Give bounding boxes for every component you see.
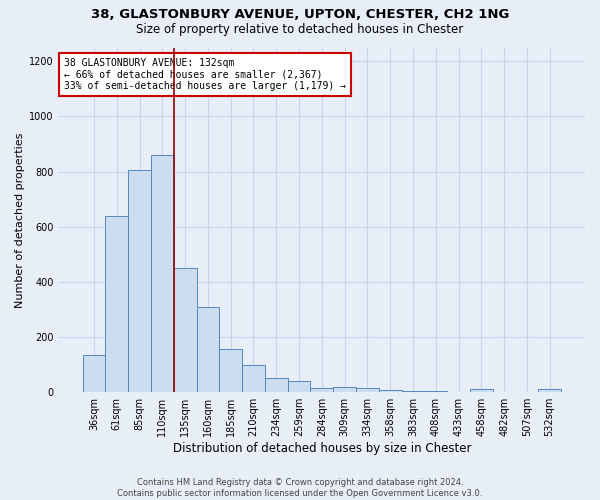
Bar (538, 390, 561, 392)
Text: 38, GLASTONBURY AVENUE, UPTON, CHESTER, CH2 1NG: 38, GLASTONBURY AVENUE, UPTON, CHESTER, … (91, 8, 509, 20)
Text: 38 GLASTONBURY AVENUE: 132sqm
← 66% of detached houses are smaller (2,367)
33% o: 38 GLASTONBURY AVENUE: 132sqm ← 66% of d… (64, 58, 346, 91)
Y-axis label: Number of detached properties: Number of detached properties (15, 132, 25, 308)
Bar (128, 170, 151, 392)
Text: Size of property relative to detached houses in Chester: Size of property relative to detached ho… (136, 22, 464, 36)
Bar (356, 388, 379, 392)
Bar (333, 386, 356, 392)
Bar (197, 306, 219, 392)
Bar (424, 391, 447, 392)
Bar (379, 390, 401, 392)
Bar (83, 355, 106, 392)
Bar (287, 381, 310, 392)
Bar (265, 378, 287, 392)
Bar (174, 268, 197, 392)
Bar (470, 390, 493, 392)
Bar (310, 388, 333, 392)
Text: Contains HM Land Registry data © Crown copyright and database right 2024.
Contai: Contains HM Land Registry data © Crown c… (118, 478, 482, 498)
Bar (151, 155, 174, 392)
Bar (242, 364, 265, 392)
X-axis label: Distribution of detached houses by size in Chester: Distribution of detached houses by size … (173, 442, 471, 455)
Bar (106, 216, 128, 392)
Bar (219, 350, 242, 392)
